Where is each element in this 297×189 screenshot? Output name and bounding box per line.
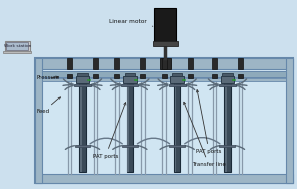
Bar — [238, 58, 243, 69]
Bar — [125, 73, 135, 76]
Bar — [114, 58, 119, 69]
Bar — [123, 76, 137, 83]
Bar — [221, 76, 234, 83]
Bar — [80, 81, 82, 172]
Text: PAT ports: PAT ports — [93, 103, 126, 159]
Bar — [134, 79, 137, 80]
Bar — [172, 73, 182, 76]
Bar — [238, 74, 243, 78]
Bar — [225, 81, 227, 172]
Bar — [127, 81, 133, 172]
Bar — [188, 58, 192, 69]
Bar — [212, 58, 217, 69]
Bar — [140, 58, 145, 69]
Bar — [3, 51, 31, 53]
Bar — [169, 84, 186, 86]
Text: Linear motor: Linear motor — [109, 19, 153, 26]
Bar — [222, 73, 233, 76]
Bar — [169, 145, 185, 147]
Bar — [122, 145, 138, 147]
Bar — [162, 58, 167, 69]
Bar — [182, 79, 184, 80]
Bar — [78, 73, 88, 76]
Bar — [6, 42, 28, 50]
Bar — [114, 74, 119, 78]
Bar — [87, 79, 90, 80]
Bar — [67, 58, 72, 69]
Bar — [35, 58, 42, 183]
Text: PAT ports: PAT ports — [196, 90, 222, 154]
Bar — [121, 84, 138, 86]
Bar — [5, 41, 30, 51]
Bar — [76, 76, 89, 83]
Bar — [224, 81, 231, 172]
Bar — [188, 74, 192, 78]
Bar — [35, 58, 293, 69]
Bar — [162, 74, 167, 78]
Bar — [93, 74, 98, 78]
Bar — [174, 81, 181, 172]
Bar — [219, 145, 236, 147]
Bar — [93, 58, 98, 69]
Bar — [127, 81, 129, 172]
Bar — [140, 74, 145, 78]
Text: Work station: Work station — [4, 44, 31, 48]
Bar — [40, 61, 287, 180]
Text: Transfer line: Transfer line — [184, 102, 226, 167]
Bar — [232, 79, 235, 80]
Bar — [219, 84, 236, 86]
Bar — [75, 145, 91, 147]
Bar — [212, 74, 217, 78]
Bar — [74, 84, 91, 86]
Bar — [79, 81, 86, 172]
Bar — [286, 58, 293, 183]
Text: Feed: Feed — [37, 97, 61, 114]
Bar — [175, 81, 176, 172]
Bar — [67, 74, 72, 78]
Bar — [154, 8, 176, 42]
Bar — [35, 58, 293, 183]
Bar — [153, 41, 178, 46]
Bar — [35, 174, 293, 183]
Bar — [170, 76, 184, 83]
Text: Pressure: Pressure — [37, 75, 60, 80]
Bar — [42, 78, 286, 81]
Bar — [160, 58, 171, 69]
Bar — [42, 71, 286, 77]
